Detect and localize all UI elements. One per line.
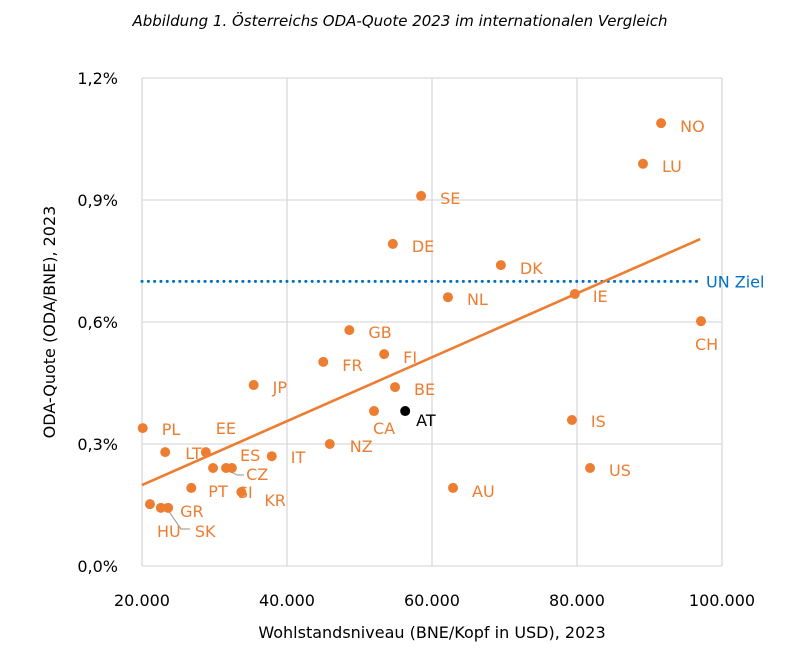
data-point-it bbox=[266, 451, 277, 462]
data-label-nz: NZ bbox=[350, 437, 373, 456]
x-tick-label: 100.000 bbox=[689, 591, 755, 610]
data-point-is bbox=[566, 415, 577, 426]
data-point-gr bbox=[163, 502, 174, 513]
data-label-cz: CZ bbox=[246, 465, 268, 484]
data-point-au bbox=[448, 482, 459, 493]
data-label-lu: LU bbox=[662, 157, 682, 176]
data-point-jp bbox=[248, 380, 259, 391]
y-tick-labels: 0,0% 0,3% 0,6% 0,9% 1,2% bbox=[77, 69, 118, 576]
data-label-is: IS bbox=[591, 412, 606, 431]
data-label-no: NO bbox=[680, 117, 705, 136]
data-point-si bbox=[226, 462, 237, 473]
data-point-ch bbox=[695, 316, 706, 327]
data-point-fi bbox=[379, 349, 390, 360]
data-labels: NO LU SE DE DK NL IE CH GB FI FR JP BE CA AT IS PL NZ LT EE… bbox=[157, 117, 718, 541]
data-point-at bbox=[400, 406, 411, 417]
x-tick-label: 80.000 bbox=[549, 591, 605, 610]
data-point-nl bbox=[442, 292, 453, 303]
y-tick-label: 0,0% bbox=[77, 557, 118, 576]
y-tick-label: 0,6% bbox=[77, 313, 118, 332]
data-label-pl: PL bbox=[162, 420, 181, 439]
data-point-ca bbox=[369, 406, 379, 417]
data-label-fr: FR bbox=[342, 356, 362, 375]
data-point-nz bbox=[324, 439, 335, 449]
data-point-hu bbox=[144, 499, 155, 510]
data-label-dk: DK bbox=[520, 259, 543, 278]
data-point-se bbox=[416, 190, 427, 201]
data-label-ie: IE bbox=[593, 287, 608, 306]
data-label-fi: FI bbox=[403, 348, 417, 367]
data-point-pt bbox=[186, 482, 197, 493]
data-point-dk bbox=[495, 260, 506, 271]
data-label-kr: KR bbox=[264, 491, 286, 510]
data-label-ca: CA bbox=[373, 419, 395, 438]
data-label-hu: HU bbox=[157, 522, 181, 541]
x-tick-label: 60.000 bbox=[404, 591, 460, 610]
data-point-sk bbox=[155, 502, 166, 513]
data-points bbox=[137, 118, 706, 513]
data-label-gr: GR bbox=[180, 502, 204, 521]
gridlines bbox=[141, 77, 723, 567]
data-point-gb bbox=[344, 325, 355, 336]
data-label-at: AT bbox=[416, 411, 436, 430]
y-tick-label: 0,3% bbox=[77, 435, 118, 454]
leader-line bbox=[167, 509, 190, 530]
data-label-si: SI bbox=[238, 483, 253, 502]
data-label-ee: EE bbox=[216, 419, 236, 438]
data-point-pl bbox=[137, 423, 148, 434]
un-target-label: UN Ziel bbox=[706, 272, 764, 291]
data-point-de bbox=[387, 238, 398, 249]
x-tick-label: 40.000 bbox=[259, 591, 315, 610]
data-label-us: US bbox=[609, 461, 631, 480]
data-point-us bbox=[585, 462, 596, 473]
chart-title: Abbildung 1. Österreichs ODA-Quote 2023 … bbox=[131, 11, 667, 30]
x-axis-label: Wohlstandsniveau (BNE/Kopf in USD), 2023 bbox=[258, 623, 605, 642]
data-label-se: SE bbox=[440, 189, 460, 208]
data-label-it: IT bbox=[291, 448, 306, 467]
data-label-jp: JP bbox=[272, 378, 288, 397]
data-label-sk: SK bbox=[195, 522, 216, 541]
x-tick-labels: 20.000 40.000 60.000 80.000 100.000 bbox=[114, 591, 755, 610]
data-label-gb: GB bbox=[368, 323, 391, 342]
y-tick-label: 0,9% bbox=[77, 191, 118, 210]
data-label-lt: LT bbox=[185, 444, 202, 463]
data-point-lu bbox=[637, 158, 648, 169]
trendline bbox=[141, 237, 701, 487]
y-axis-label: ODA-Quote (ODA/BNE), 2023 bbox=[40, 206, 59, 439]
data-label-au: AU bbox=[472, 482, 495, 501]
data-point-lt bbox=[160, 447, 171, 458]
data-label-nl: NL bbox=[467, 290, 488, 309]
data-point-ie bbox=[569, 288, 580, 299]
data-point-kr bbox=[236, 486, 247, 497]
data-label-pt: PT bbox=[208, 482, 228, 501]
data-label-de: DE bbox=[412, 237, 434, 256]
data-point-ee bbox=[200, 447, 211, 458]
data-point-be bbox=[390, 382, 401, 393]
x-tick-label: 20.000 bbox=[114, 591, 170, 610]
data-label-ch: CH bbox=[695, 335, 718, 354]
data-point-es bbox=[208, 462, 219, 473]
data-label-es: ES bbox=[240, 446, 260, 465]
y-tick-label: 1,2% bbox=[77, 69, 118, 88]
data-point-fr bbox=[318, 356, 329, 367]
data-point-no bbox=[656, 118, 667, 129]
data-label-be: BE bbox=[414, 380, 435, 399]
